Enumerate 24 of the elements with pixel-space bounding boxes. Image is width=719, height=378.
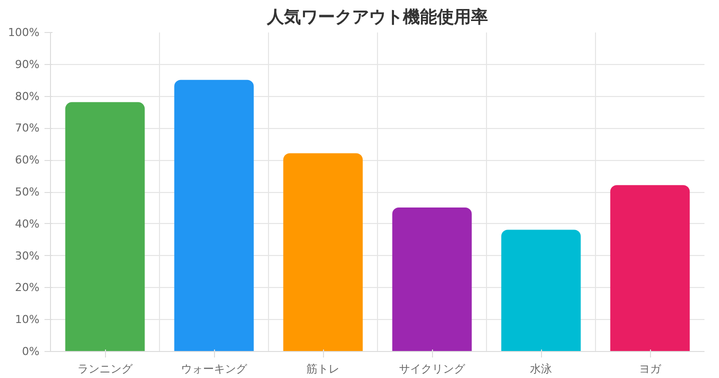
y-tick-label: 10% (15, 313, 40, 326)
x-tick-label: ヨガ (639, 362, 662, 376)
y-tick-label: 50% (15, 186, 40, 198)
bar (283, 153, 363, 352)
x-tick-label: ランニング (78, 362, 134, 376)
y-tick-label: 100% (8, 26, 40, 39)
x-tick-label: 水泳 (530, 362, 552, 376)
bar (610, 185, 690, 352)
y-tick-label: 40% (15, 217, 40, 230)
x-tick-label: 筋トレ (306, 362, 340, 376)
y-tick-label: 90% (15, 58, 40, 71)
bar (392, 207, 472, 352)
bar (174, 80, 254, 352)
x-tick-label: ウォーキング (181, 362, 248, 376)
y-tick-label: 20% (15, 281, 40, 294)
x-tick-label: サイクリング (399, 362, 466, 376)
bar (65, 102, 145, 352)
y-tick-label: 80% (15, 90, 40, 103)
y-tick-label: 30% (15, 249, 40, 262)
y-tick-label: 70% (15, 122, 40, 135)
chart-title: 人気ワークアウト機能使用率 (266, 8, 488, 28)
bar (501, 230, 581, 352)
y-tick-label: 60% (15, 154, 40, 167)
y-tick-label: 0% (22, 345, 40, 358)
